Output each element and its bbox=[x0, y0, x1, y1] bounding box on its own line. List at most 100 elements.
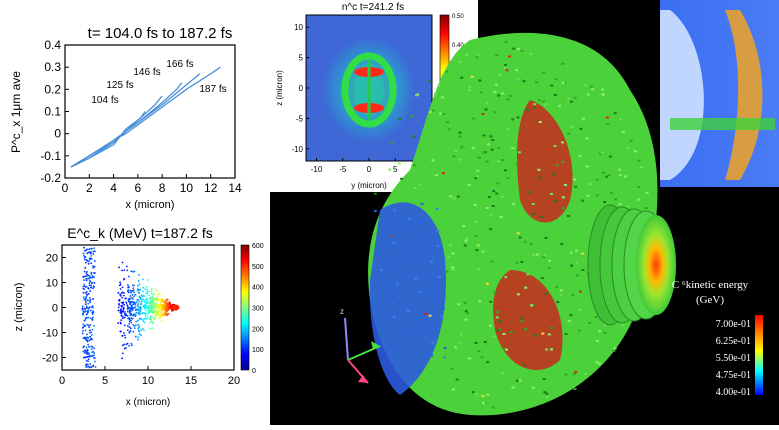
particle-point bbox=[83, 275, 85, 278]
particle-point bbox=[150, 296, 153, 299]
particle-point bbox=[88, 326, 91, 329]
speckle bbox=[438, 112, 442, 115]
speckle bbox=[636, 198, 640, 201]
particle-point bbox=[128, 331, 131, 334]
speckle bbox=[434, 174, 438, 177]
speckle bbox=[467, 89, 471, 92]
particle-point bbox=[82, 313, 84, 316]
series-lines bbox=[70, 66, 221, 168]
speckle bbox=[545, 396, 549, 399]
y-tick-label: 20 bbox=[46, 253, 58, 265]
y-tick-label: -20 bbox=[42, 353, 58, 365]
particle-point bbox=[142, 294, 145, 297]
speckle bbox=[530, 304, 533, 307]
particle-point bbox=[156, 289, 159, 292]
speckle bbox=[605, 175, 609, 178]
speckle bbox=[412, 164, 416, 167]
particle-point bbox=[141, 295, 144, 298]
energy-peak bbox=[171, 304, 180, 311]
particle-point bbox=[89, 301, 92, 304]
speckle bbox=[418, 290, 422, 293]
speckle bbox=[409, 332, 412, 335]
particle-point bbox=[132, 330, 135, 333]
particle-point bbox=[155, 317, 157, 320]
inset-beam bbox=[670, 118, 775, 130]
speckle bbox=[477, 268, 481, 271]
particle-point bbox=[84, 338, 87, 341]
particle-point bbox=[155, 313, 158, 316]
speckle bbox=[493, 91, 497, 93]
particle-point bbox=[152, 295, 154, 298]
legend-tick-label: 6.25e-01 bbox=[716, 336, 751, 347]
red-region-lower bbox=[493, 270, 563, 370]
particle-point bbox=[145, 317, 148, 320]
particle-point bbox=[127, 289, 130, 292]
particle-point bbox=[129, 289, 132, 292]
particle-point bbox=[145, 300, 148, 303]
speckle bbox=[504, 40, 508, 43]
speckle bbox=[436, 245, 440, 248]
speckle bbox=[501, 371, 504, 374]
speckle bbox=[485, 101, 489, 104]
particle-point bbox=[129, 303, 132, 306]
particle-point bbox=[86, 274, 88, 277]
speckle bbox=[443, 356, 447, 359]
particle-point bbox=[160, 320, 163, 323]
x-tick-label: 12 bbox=[204, 181, 218, 195]
particle-point bbox=[149, 317, 152, 320]
speckle bbox=[516, 293, 520, 296]
speckle bbox=[511, 147, 515, 150]
speckle bbox=[503, 66, 507, 69]
particle-point bbox=[137, 327, 139, 330]
particle-point bbox=[89, 363, 92, 365]
particle-point bbox=[82, 330, 84, 332]
legend-ticks: 7.00e-01 6.25e-01 5.50e-01 4.75e-01 4.00e-01 bbox=[716, 319, 751, 398]
particle-point bbox=[117, 322, 119, 325]
speckle bbox=[566, 215, 570, 217]
particle-point bbox=[133, 284, 135, 287]
particle-point bbox=[163, 304, 166, 307]
speckle bbox=[493, 291, 497, 294]
speckle bbox=[571, 125, 574, 128]
particle-point bbox=[131, 294, 134, 296]
speckle bbox=[482, 402, 486, 405]
triad-label-z: z bbox=[340, 307, 344, 316]
speckle bbox=[598, 330, 602, 333]
particle-point bbox=[129, 330, 132, 332]
particle-point bbox=[138, 274, 140, 276]
particle-point bbox=[86, 270, 89, 273]
speckle bbox=[474, 341, 478, 344]
speckle bbox=[495, 316, 499, 319]
particle-point bbox=[121, 286, 124, 289]
speckle bbox=[624, 175, 628, 178]
particle-point bbox=[82, 323, 85, 326]
speckle bbox=[437, 84, 441, 87]
speckle bbox=[512, 202, 516, 205]
particle-point bbox=[135, 308, 137, 311]
colorbar-tick-label: 100 bbox=[252, 347, 264, 354]
curve-label: 146 fs bbox=[133, 67, 160, 78]
particle-point bbox=[133, 313, 135, 316]
particle-point bbox=[120, 330, 122, 333]
speckle bbox=[529, 52, 533, 55]
particle-point bbox=[142, 298, 144, 301]
particle-point bbox=[128, 322, 131, 325]
render-svg: z C ⁶kinetic energy (GeV) 7.00e-01 6.25e-… bbox=[270, 0, 779, 425]
speckle bbox=[485, 207, 489, 209]
speckle bbox=[454, 346, 457, 349]
speckle bbox=[407, 217, 411, 220]
particle-point bbox=[148, 309, 150, 312]
particle-point bbox=[94, 360, 96, 363]
particle-point bbox=[159, 316, 162, 319]
particle-point bbox=[121, 310, 124, 313]
particle-point bbox=[136, 289, 139, 292]
particle-point bbox=[90, 254, 93, 257]
particle-point bbox=[121, 352, 124, 355]
speckle bbox=[545, 392, 549, 395]
particle-points bbox=[81, 246, 180, 369]
particle-point bbox=[151, 293, 154, 296]
speckle bbox=[575, 249, 578, 252]
speckle bbox=[491, 406, 495, 409]
particle-point bbox=[145, 309, 148, 312]
particle-point bbox=[129, 310, 132, 313]
